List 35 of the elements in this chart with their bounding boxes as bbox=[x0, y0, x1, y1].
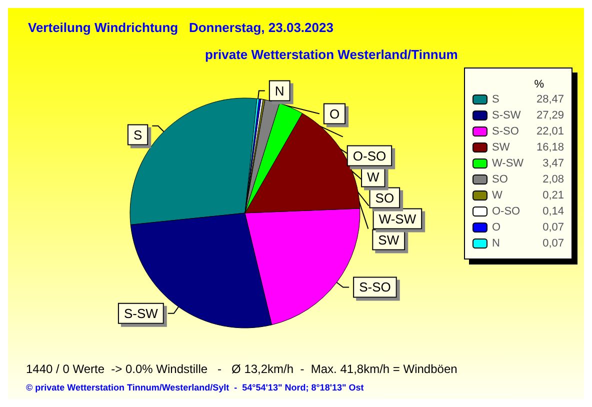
legend-label: S-SO bbox=[492, 126, 520, 138]
category-label: SO bbox=[375, 190, 394, 206]
legend-label: SO bbox=[492, 174, 508, 186]
data-label: 0,21 bbox=[542, 190, 564, 202]
data-label: 16,18 bbox=[536, 142, 564, 154]
text: 1440 / 0 Werte -> 0.0% Windstille - Ø 13,2km/h - Max. 41,8km/h = Windböen bbox=[26, 362, 458, 376]
slice-label: O-SO bbox=[352, 148, 386, 164]
data-label: 22,01 bbox=[536, 126, 564, 138]
legend-label: W-SW bbox=[492, 158, 524, 170]
data-label: 3,47 bbox=[542, 158, 564, 170]
legend-label: S bbox=[492, 94, 500, 106]
legend-label: SW bbox=[492, 142, 510, 154]
slice-label: S bbox=[133, 127, 142, 142]
category-label: W-SW bbox=[378, 211, 416, 226]
legend-label: O bbox=[492, 222, 501, 234]
data-label: 2,08 bbox=[542, 174, 564, 186]
chart-title: Verteilung Windrichtung Donnerstag, 23.03.2023 bbox=[28, 20, 334, 35]
legend-label: N bbox=[492, 238, 500, 250]
data-label: 0,14 bbox=[542, 206, 564, 218]
chart-subtitle: private Wetterstation Westerland/Tinnum bbox=[205, 47, 458, 62]
slice-label: S-SW bbox=[124, 306, 159, 321]
legend-title: % bbox=[534, 78, 544, 90]
data-label: 27,29 bbox=[536, 110, 564, 122]
legend-label: S-SW bbox=[492, 110, 522, 122]
legend-label: O-SO bbox=[492, 206, 521, 218]
slice-label: SW bbox=[378, 232, 400, 248]
slice-label: N bbox=[274, 83, 284, 98]
data-label: 0,07 bbox=[542, 238, 564, 250]
data-label: 0,07 bbox=[542, 222, 564, 234]
legend-label: W bbox=[492, 190, 503, 202]
slice-label: S-SO bbox=[359, 280, 391, 295]
data-label: 28,47 bbox=[536, 94, 564, 106]
slice-label: O bbox=[329, 106, 340, 122]
text: © private Wetterstation Tinnum/Westerland/Sylt - 54°54'13" Nord; 8°18'13" Ost bbox=[26, 382, 364, 392]
category-label: W bbox=[367, 169, 380, 184]
